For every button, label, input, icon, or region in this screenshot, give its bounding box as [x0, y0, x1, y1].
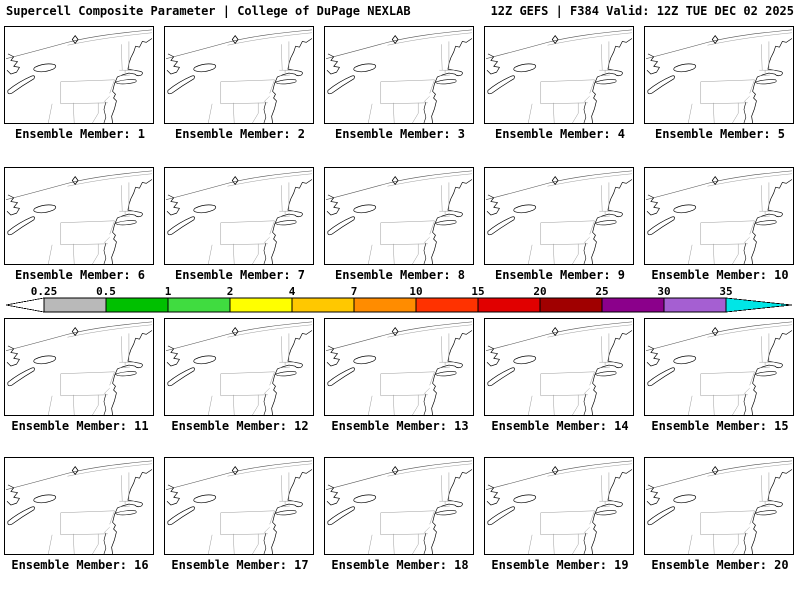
- ensemble-map-panel: Ensemble Member: 2: [164, 26, 316, 141]
- ensemble-map-panel: Ensemble Member: 13: [324, 318, 476, 433]
- ensemble-member-label: Ensemble Member: 17: [171, 558, 309, 572]
- ensemble-member-label: Ensemble Member: 1: [14, 127, 146, 141]
- ensemble-map-panel: Ensemble Member: 6: [4, 167, 156, 282]
- ensemble-map-panel: Ensemble Member: 7: [164, 167, 316, 282]
- ensemble-member-label: Ensemble Member: 12: [171, 419, 309, 433]
- regional-map: [324, 318, 474, 416]
- regional-map: [484, 167, 634, 265]
- ensemble-map-panel: Ensemble Member: 4: [484, 26, 636, 141]
- panel-row-4: Ensemble Member: 16 Ensemble Member: 17 …: [0, 457, 800, 572]
- ensemble-member-label: Ensemble Member: 6: [14, 268, 146, 282]
- colorbar-segment: [539, 297, 603, 313]
- ensemble-map-panel: Ensemble Member: 1: [4, 26, 156, 141]
- ensemble-map-panel: Ensemble Member: 18: [324, 457, 476, 572]
- colorbar-segment: [105, 297, 169, 313]
- colorbar-segment: [291, 297, 355, 313]
- regional-map: [164, 26, 314, 124]
- regional-map: [164, 318, 314, 416]
- colorbar-segment: [415, 297, 479, 313]
- ensemble-member-label: Ensemble Member: 3: [334, 127, 466, 141]
- ensemble-map-panel: Ensemble Member: 10: [644, 167, 796, 282]
- regional-map: [164, 167, 314, 265]
- ensemble-map-panel: Ensemble Member: 5: [644, 26, 796, 141]
- colorbar-right-arrow: [725, 297, 793, 313]
- panel-row-2: Ensemble Member: 6 Ensemble Member: 7 En…: [0, 167, 800, 282]
- ensemble-map-panel: Ensemble Member: 15: [644, 318, 796, 433]
- regional-map: [644, 457, 794, 555]
- colorbar-tick-label: 20: [533, 286, 546, 298]
- ensemble-member-label: Ensemble Member: 2: [174, 127, 306, 141]
- colorbar-tick-label: 1: [165, 286, 172, 298]
- scp-colorbar: 0.25 0.5 1 2 4 7 10 15 20 25 30 35: [5, 286, 793, 313]
- colorbar-tick-label: 0.25: [31, 286, 58, 298]
- colorbar-tick-label: 25: [595, 286, 608, 298]
- ensemble-member-label: Ensemble Member: 18: [331, 558, 469, 572]
- regional-map: [4, 167, 154, 265]
- ensemble-member-label: Ensemble Member: 13: [331, 419, 469, 433]
- colorbar-tick-label: 10: [409, 286, 422, 298]
- ensemble-member-label: Ensemble Member: 19: [491, 558, 629, 572]
- regional-map: [644, 167, 794, 265]
- ensemble-member-label: Ensemble Member: 7: [174, 268, 306, 282]
- ensemble-member-label: Ensemble Member: 14: [491, 419, 629, 433]
- ensemble-member-label: Ensemble Member: 8: [334, 268, 466, 282]
- panel-row-1: Ensemble Member: 1 Ensemble Member: 2 En…: [0, 26, 800, 141]
- colorbar-left-arrow: [5, 297, 45, 313]
- regional-map: [324, 26, 474, 124]
- colorbar-tick-label: 30: [657, 286, 670, 298]
- regional-map: [164, 457, 314, 555]
- colorbar-tick-label: 0.5: [96, 286, 116, 298]
- regional-map: [4, 26, 154, 124]
- colorbar-tick-label: 35: [719, 286, 732, 298]
- product-title: Supercell Composite Parameter | College …: [6, 4, 411, 18]
- ensemble-member-label: Ensemble Member: 15: [651, 419, 789, 433]
- ensemble-member-label: Ensemble Member: 10: [651, 268, 789, 282]
- ensemble-map-panel: Ensemble Member: 14: [484, 318, 636, 433]
- colorbar-tick-label: 15: [471, 286, 484, 298]
- run-valid-title: 12Z GEFS | F384 Valid: 12Z TUE DEC 02 20…: [490, 4, 794, 18]
- regional-map: [644, 318, 794, 416]
- colorbar-tick-label: 4: [289, 286, 296, 298]
- ensemble-map-panel: Ensemble Member: 11: [4, 318, 156, 433]
- ensemble-map-panel: Ensemble Member: 8: [324, 167, 476, 282]
- ensemble-map-panel: Ensemble Member: 20: [644, 457, 796, 572]
- ensemble-map-panel: Ensemble Member: 19: [484, 457, 636, 572]
- ensemble-member-label: Ensemble Member: 5: [654, 127, 786, 141]
- colorbar-segment: [229, 297, 293, 313]
- ensemble-map-panel: Ensemble Member: 3: [324, 26, 476, 141]
- colorbar-tick-label: 2: [227, 286, 234, 298]
- panel-row-3: Ensemble Member: 11 Ensemble Member: 12 …: [0, 318, 800, 433]
- regional-map: [484, 318, 634, 416]
- regional-map: [644, 26, 794, 124]
- ensemble-map-panel: Ensemble Member: 12: [164, 318, 316, 433]
- ensemble-map-panel: Ensemble Member: 9: [484, 167, 636, 282]
- regional-map: [324, 167, 474, 265]
- ensemble-map-panel: Ensemble Member: 17: [164, 457, 316, 572]
- colorbar-segment: [353, 297, 417, 313]
- colorbar-wrap: 0.25 0.5 1 2 4 7 10 15 20 25 30 35: [0, 286, 800, 316]
- ensemble-member-label: Ensemble Member: 9: [494, 268, 626, 282]
- ensemble-member-label: Ensemble Member: 11: [11, 419, 149, 433]
- colorbar-segment: [601, 297, 665, 313]
- header-bar: Supercell Composite Parameter | College …: [0, 0, 800, 18]
- regional-map: [4, 457, 154, 555]
- regional-map: [4, 318, 154, 416]
- ensemble-grid: Ensemble Member: 1 Ensemble Member: 2 En…: [0, 26, 800, 572]
- ensemble-member-label: Ensemble Member: 20: [651, 558, 789, 572]
- regional-map: [484, 457, 634, 555]
- ensemble-map-panel: Ensemble Member: 16: [4, 457, 156, 572]
- ensemble-member-label: Ensemble Member: 16: [11, 558, 149, 572]
- ensemble-member-label: Ensemble Member: 4: [494, 127, 626, 141]
- regional-map: [484, 26, 634, 124]
- colorbar-segment: [167, 297, 231, 313]
- regional-map: [324, 457, 474, 555]
- colorbar-segment: [43, 297, 107, 313]
- colorbar-segment: [477, 297, 541, 313]
- colorbar-segment: [663, 297, 727, 313]
- colorbar-tick-label: 7: [351, 286, 358, 298]
